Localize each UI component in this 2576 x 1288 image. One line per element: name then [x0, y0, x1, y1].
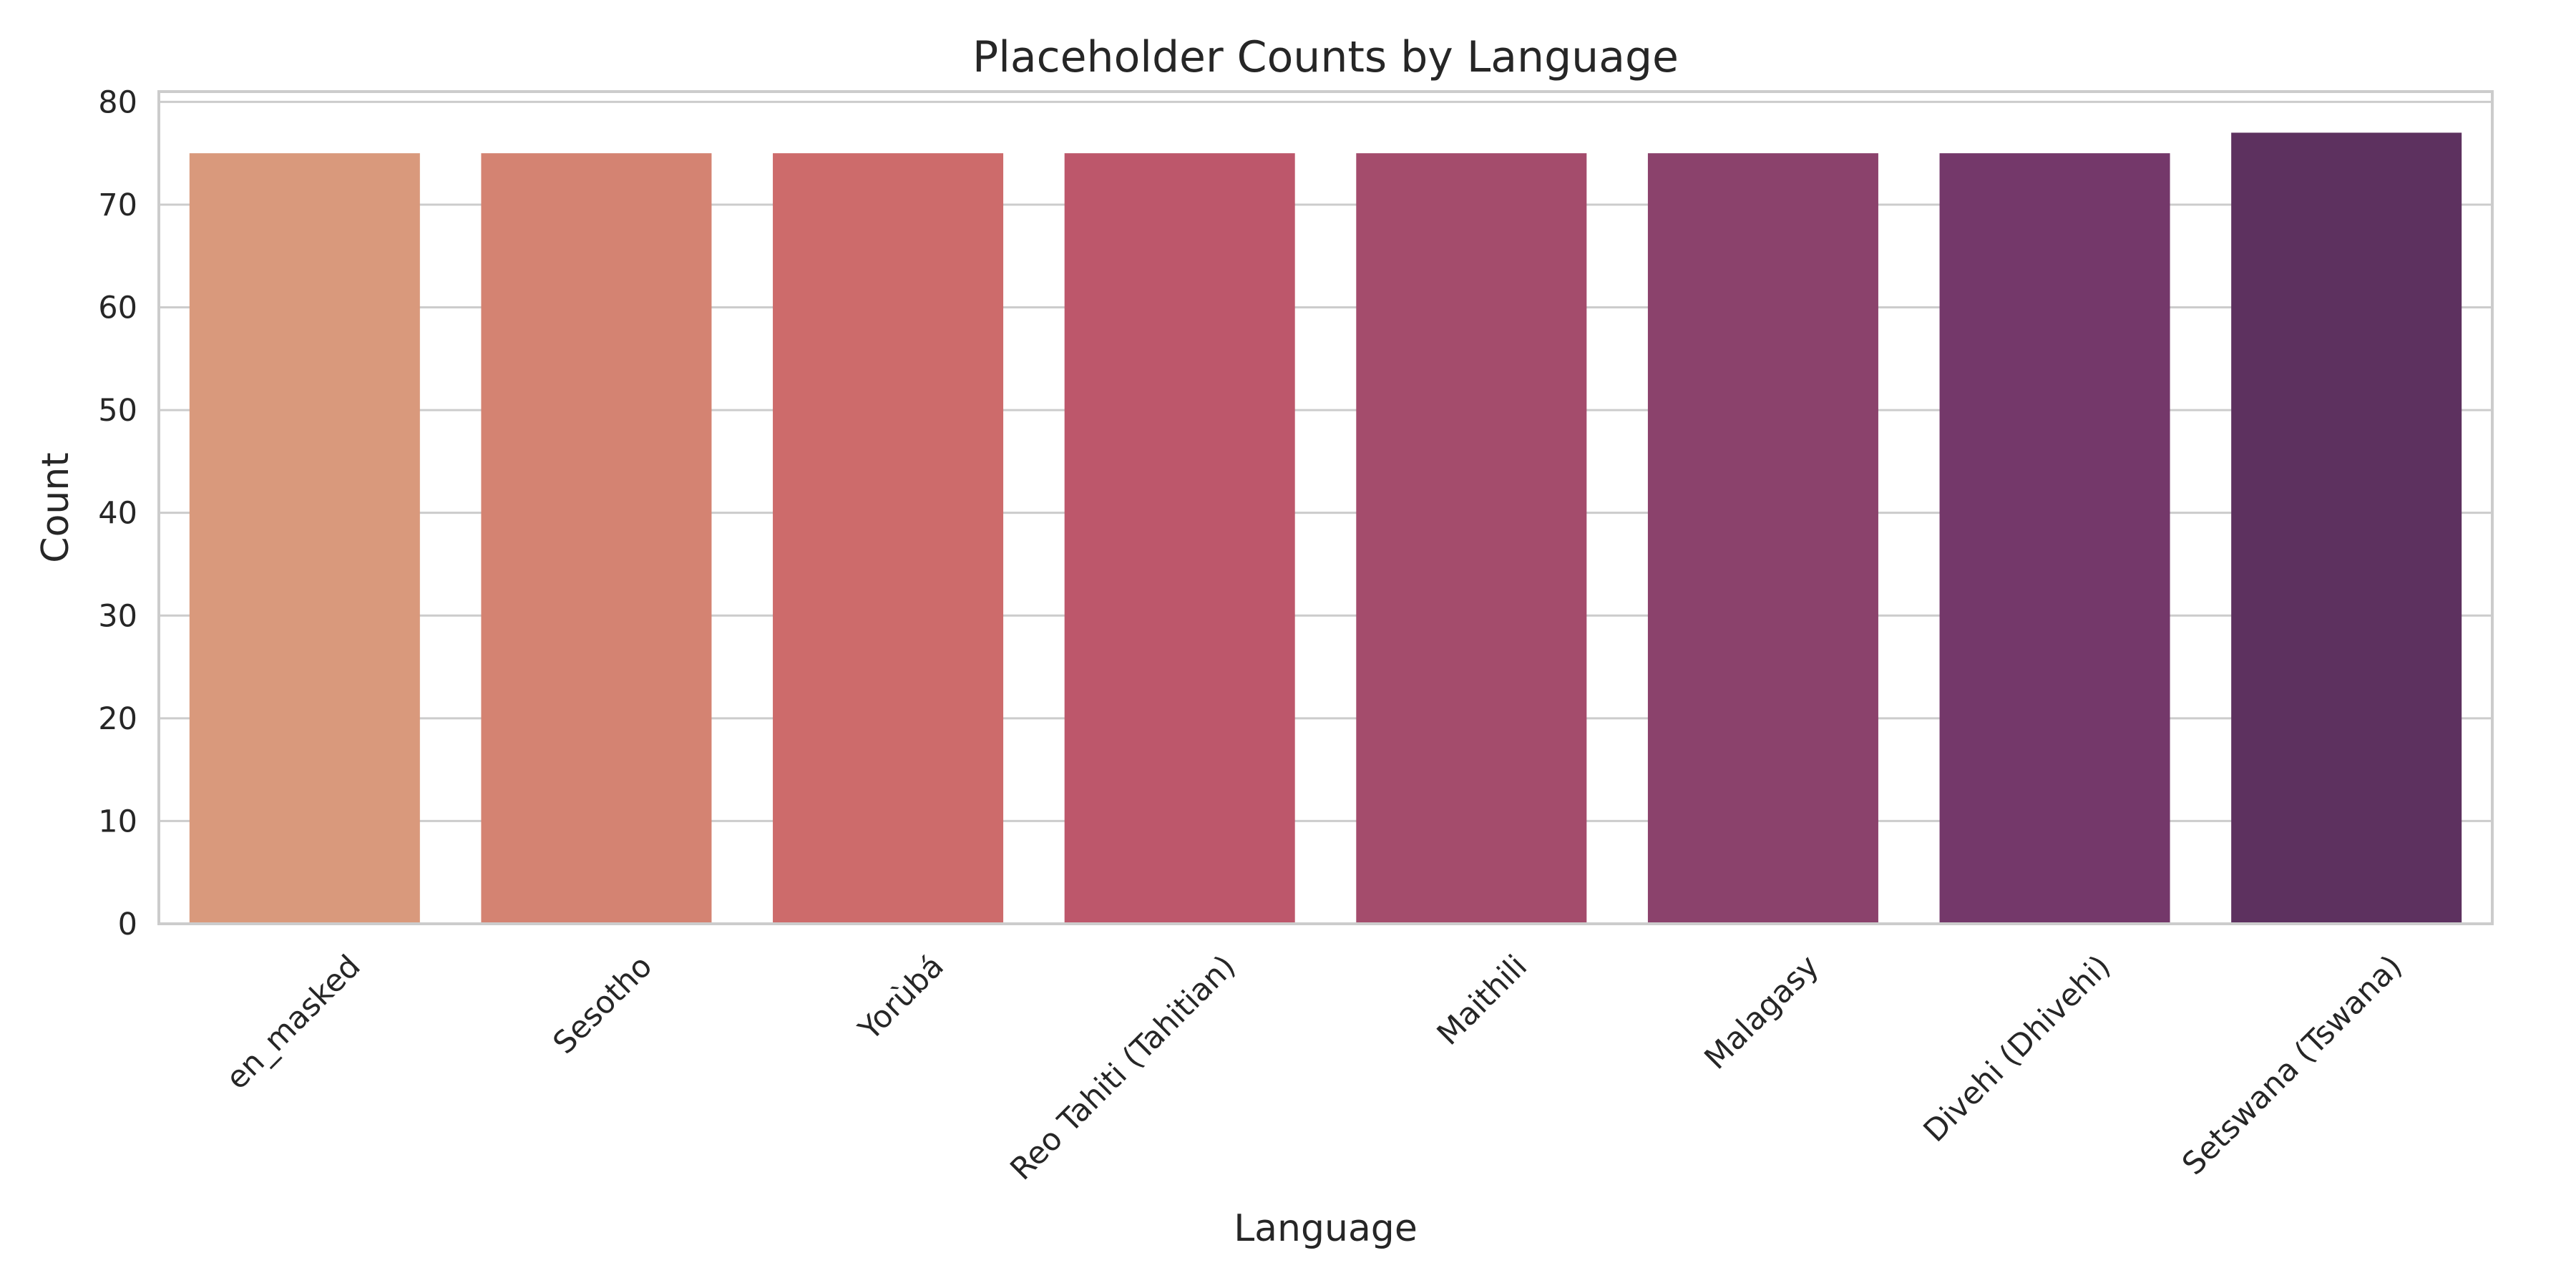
bar	[1939, 153, 2170, 924]
x-tick-label: Sesotho	[547, 948, 660, 1061]
y-tick-label: 60	[98, 291, 137, 326]
bar	[773, 153, 1004, 924]
x-tick-label: en_masked	[219, 948, 367, 1096]
plot-frame	[157, 90, 2494, 925]
y-tick-label: 50	[98, 393, 137, 429]
y-tick-label: 10	[98, 804, 137, 839]
bar	[481, 153, 712, 924]
chart-title: Placeholder Counts by Language	[972, 32, 1679, 82]
y-tick-label: 70	[98, 187, 137, 223]
bars	[189, 132, 2462, 924]
y-tick-label: 0	[118, 907, 137, 942]
x-tick-label: Divehi (Dhivehi)	[1917, 948, 2118, 1149]
y-tick-label: 80	[98, 84, 137, 120]
x-axis-label: Language	[1234, 1207, 1418, 1250]
x-tick-label: Reo Tahiti (Tahitian)	[1004, 948, 1243, 1187]
x-tick-label: Maithili	[1430, 948, 1534, 1052]
x-axis-ticks: en_masked Sesotho Yorùbá Reo Tahiti (Tahiti…	[219, 948, 2409, 1187]
y-tick-label: 40	[98, 496, 137, 532]
bar	[1064, 153, 1295, 924]
x-tick-label: Yorùbá	[852, 948, 951, 1048]
x-tick-label: Malagasy	[1698, 948, 1826, 1076]
x-tick-label: Setswana (Tswana)	[2175, 948, 2409, 1182]
y-axis-label: Count	[34, 452, 77, 562]
bar	[1647, 153, 1878, 924]
y-axis-ticks: 0 10 20 30 40 50 60 70 80	[98, 84, 137, 942]
y-tick-label: 30	[98, 598, 137, 634]
bar	[1356, 153, 1587, 924]
bar	[2231, 132, 2462, 924]
bar	[189, 153, 420, 924]
y-tick-label: 20	[98, 701, 137, 737]
